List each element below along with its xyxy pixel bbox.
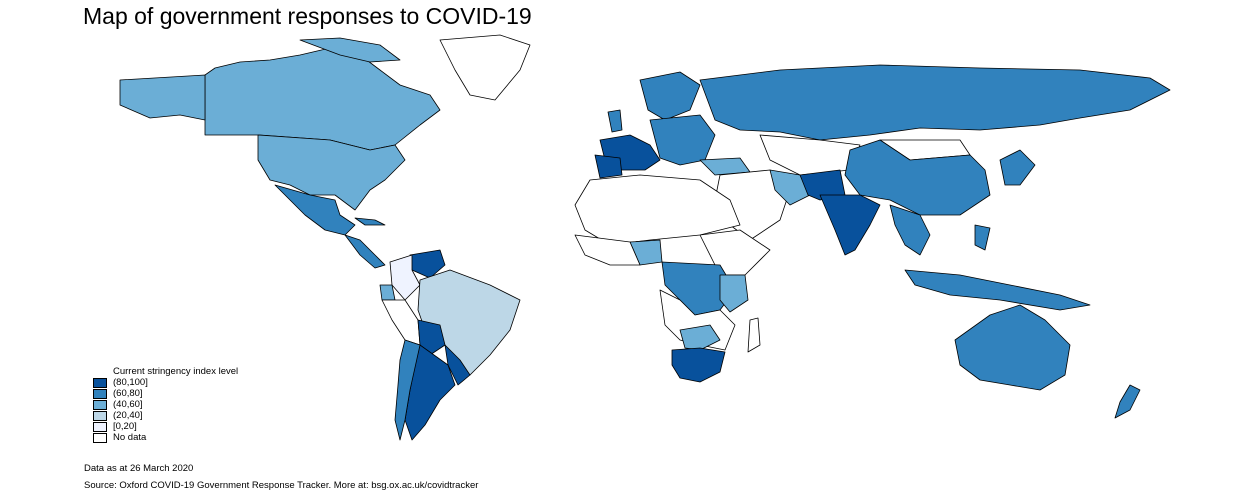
legend-label: (80,100]: [113, 377, 148, 388]
region-iran: [769, 169, 811, 206]
region-new-zealand: [1114, 384, 1141, 419]
region-usa: [257, 134, 406, 211]
map-legend: Current stringency index level (80,100] …: [93, 366, 238, 443]
legend-item: No data: [93, 432, 238, 443]
region-indonesia: [904, 269, 1091, 311]
region-spain: [594, 154, 623, 179]
legend-label: No data: [113, 432, 147, 443]
region-eastern-europe: [649, 114, 716, 166]
region-southeast-asia: [889, 204, 931, 256]
legend-swatch: [93, 388, 107, 399]
legend-label: (60,80]: [113, 388, 143, 399]
region-canada: [204, 47, 441, 151]
region-madagascar: [747, 317, 761, 353]
source-note: Source: Oxford COVID-19 Government Respo…: [84, 480, 479, 491]
region-greenland: [439, 34, 531, 101]
region-scandinavia: [639, 71, 701, 121]
region-peru: [381, 299, 421, 346]
legend-swatch: [93, 432, 107, 443]
region-canada-arctic: [299, 37, 401, 63]
region-russia: [699, 64, 1171, 141]
date-note: Data as at 26 March 2020: [84, 463, 194, 474]
map-title: Map of government responses to COVID-19: [83, 3, 532, 29]
legend-label: [0,20]: [113, 421, 137, 432]
legend-swatch: [93, 421, 107, 432]
region-alaska: [119, 74, 206, 121]
region-chile: [394, 339, 421, 441]
legend-item: [0,20]: [93, 421, 238, 432]
legend-swatch: [93, 410, 107, 421]
legend-swatch: [93, 377, 107, 388]
legend-item: (20,40]: [93, 410, 238, 421]
region-ecuador: [379, 284, 396, 301]
region-mexico: [274, 184, 356, 236]
legend-label: (20,40]: [113, 410, 143, 421]
region-west-africa: [574, 234, 641, 266]
region-india: [819, 194, 881, 256]
legend-swatch: [93, 399, 107, 410]
legend-item: (80,100]: [93, 377, 238, 388]
region-central-america: [344, 234, 386, 269]
region-china: [844, 139, 991, 216]
region-uk: [607, 109, 623, 133]
legend-label: (40,60]: [113, 399, 143, 410]
region-bolivia: [417, 319, 446, 356]
legend-item: (40,60]: [93, 399, 238, 410]
legend-title: Current stringency index level: [113, 366, 239, 377]
region-australia: [954, 304, 1071, 391]
region-philippines: [974, 224, 991, 251]
region-paraguay: [444, 344, 471, 386]
region-kenya: [719, 274, 749, 313]
region-central-asia: [759, 134, 861, 176]
region-south-africa: [671, 347, 726, 383]
region-cuba: [354, 217, 386, 226]
region-japan: [999, 149, 1036, 186]
region-zimbabwe: [679, 324, 721, 351]
legend-item: (60,80]: [93, 388, 238, 399]
